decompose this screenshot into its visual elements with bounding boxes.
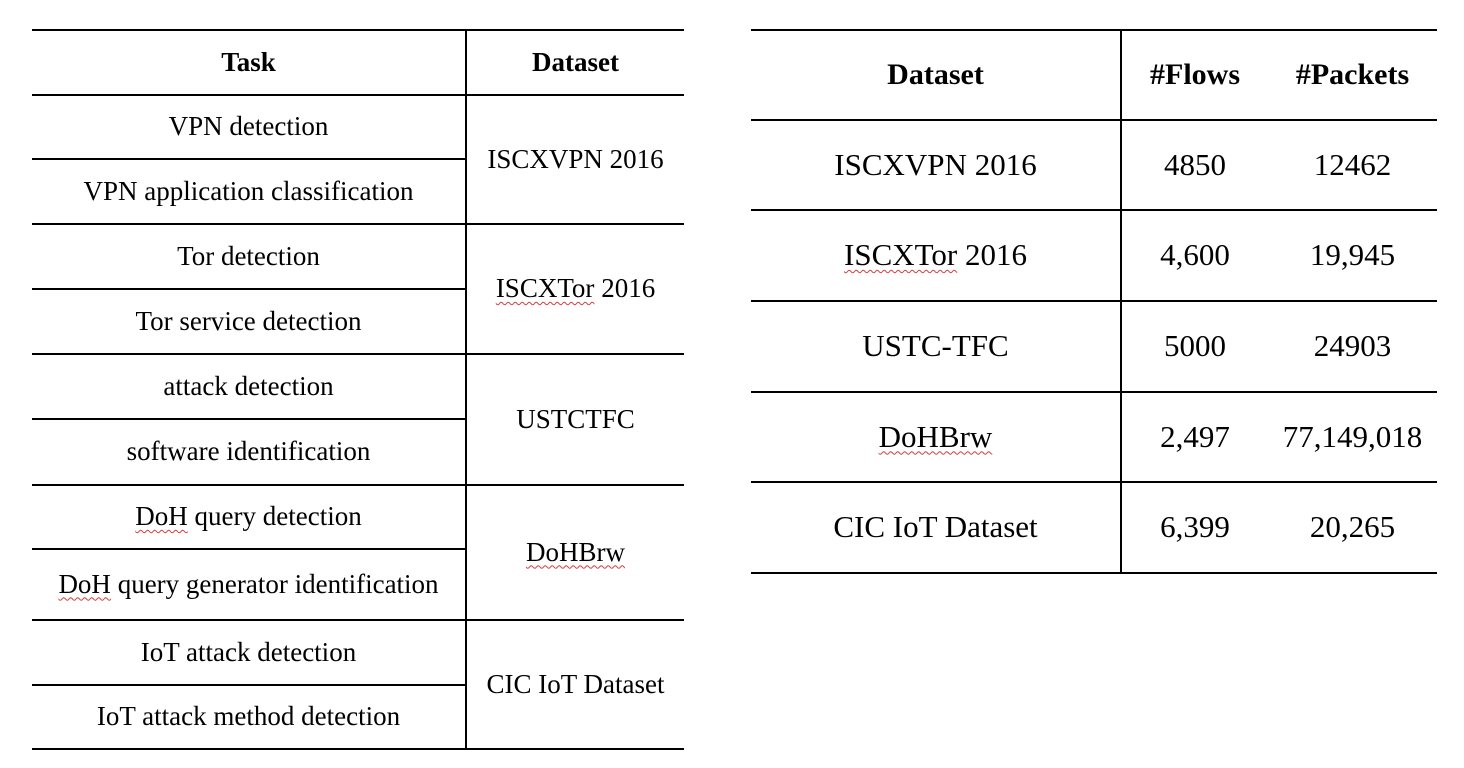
row-dataset: DoHBrw <box>751 392 1120 481</box>
task-cell: VPN application classification <box>32 159 465 223</box>
header-flows: #Flows <box>1122 30 1268 119</box>
task-cell: Tor service detection <box>32 289 465 353</box>
task-cell: Tor detection <box>32 224 465 288</box>
dataset-cell: ISCXVPN 2016 <box>467 95 684 223</box>
header-task: Task <box>32 30 465 94</box>
spellcheck-word: DoHBrw <box>879 419 993 455</box>
row-dataset: USTC-TFC <box>751 301 1120 391</box>
dataset-cell: DoHBrw <box>467 485 684 619</box>
dataset-cell: ISCXTor 2016 <box>467 224 684 353</box>
row-flows: 2,497 <box>1122 392 1268 481</box>
header-dataset: Dataset <box>751 30 1120 119</box>
task-cell: software identification <box>32 419 465 484</box>
dataset-cell: USTCTFC <box>467 354 684 484</box>
row-dataset: CIC IoT Dataset <box>751 482 1120 572</box>
task-cell: IoT attack method detection <box>32 685 465 748</box>
spellcheck-word: ISCXTor <box>844 237 957 273</box>
task-cell: DoH query detection <box>32 485 465 548</box>
row-packets: 24903 <box>1268 301 1437 391</box>
spellcheck-word: ISCXTor <box>496 273 595 304</box>
table-rule <box>751 572 1437 574</box>
row-flows: 4,600 <box>1122 210 1268 300</box>
spellcheck-word: DoH <box>135 501 188 532</box>
row-packets: 77,149,018 <box>1268 392 1437 481</box>
row-dataset: ISCXTor 2016 <box>751 210 1120 300</box>
dataset-cell: CIC IoT Dataset <box>467 620 684 748</box>
row-flows: 4850 <box>1122 120 1268 209</box>
table-rule <box>32 748 684 750</box>
header-dataset: Dataset <box>467 30 684 94</box>
spellcheck-word: DoHBrw <box>526 537 625 568</box>
row-packets: 12462 <box>1268 120 1437 209</box>
header-packets: #Packets <box>1268 30 1437 119</box>
row-dataset: ISCXVPN 2016 <box>751 120 1120 209</box>
task-cell: attack detection <box>32 354 465 418</box>
task-cell: VPN detection <box>32 95 465 158</box>
row-flows: 5000 <box>1122 301 1268 391</box>
row-packets: 19,945 <box>1268 210 1437 300</box>
task-cell: IoT attack detection <box>32 620 465 684</box>
row-packets: 20,265 <box>1268 482 1437 572</box>
spellcheck-word: DoH <box>58 569 111 600</box>
task-cell: DoH query generator identification <box>32 549 465 619</box>
row-flows: 6,399 <box>1122 482 1268 572</box>
